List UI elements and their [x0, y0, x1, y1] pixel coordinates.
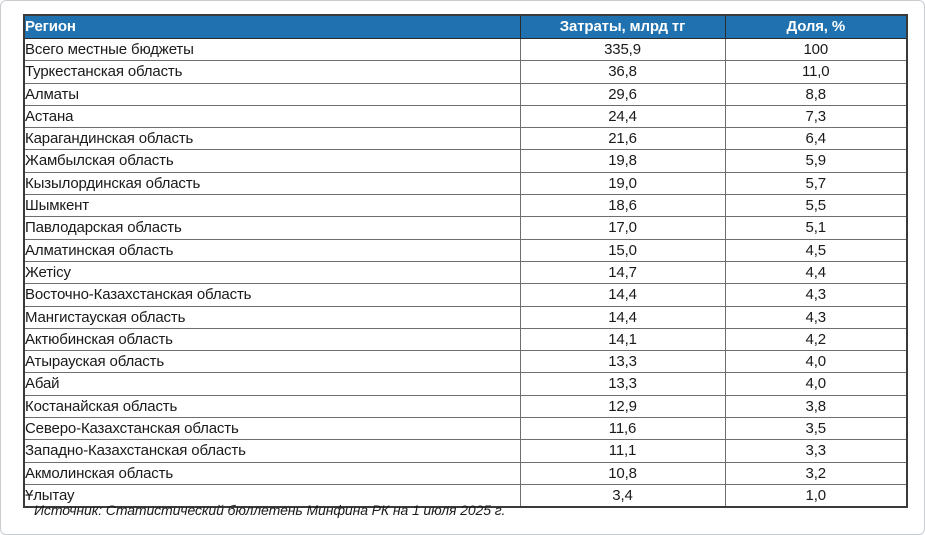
table-row: Алматы 29,6 8,8	[23, 82, 908, 106]
table-row: Туркестанская область 36,8 11,0	[23, 60, 908, 84]
table-row: Восточно-Казахстанская область 14,4 4,3	[23, 283, 908, 307]
region-cell: Ұлытау	[23, 483, 521, 508]
spend-cell: 12,9	[519, 394, 726, 419]
table-row: Шымкент 18,6 5,5	[23, 194, 908, 218]
spend-cell: 18,6	[519, 194, 726, 218]
spend-cell: 17,0	[519, 216, 726, 240]
region-cell: Алматинская область	[23, 238, 521, 262]
region-cell: Атырауская область	[23, 350, 521, 374]
spend-cell: 14,4	[519, 283, 726, 307]
column-header-spend: Затраты, млрд тг	[519, 14, 726, 39]
region-cell: Жетісу	[23, 260, 521, 285]
share-cell: 4,3	[724, 305, 908, 329]
share-cell: 3,5	[724, 417, 908, 441]
region-cell: Павлодарская область	[23, 216, 521, 240]
table-body: Всего местные бюджеты 335,9 100 Туркеста…	[23, 37, 908, 508]
table-row: Западно-Казахстанская область 11,1 3,3	[23, 439, 908, 463]
table-row: Кызылординская область 19,0 5,7	[23, 171, 908, 196]
share-cell: 4,4	[724, 260, 908, 285]
share-cell: 5,1	[724, 216, 908, 240]
share-cell: 4,0	[724, 372, 908, 396]
region-cell: Алматы	[23, 82, 521, 106]
share-cell: 4,0	[724, 350, 908, 374]
spend-cell: 13,3	[519, 350, 726, 374]
region-cell: Жамбылская область	[23, 149, 521, 173]
region-cell: Акмолинская область	[23, 461, 521, 485]
table-row: Мангистауская область 14,4 4,3	[23, 305, 908, 329]
spend-cell: 36,8	[519, 60, 726, 84]
budget-table: Регион Затраты, млрд тг Доля, % Всего ме…	[23, 14, 908, 509]
share-cell: 5,9	[724, 149, 908, 173]
region-cell: Северо-Казахстанская область	[23, 417, 521, 441]
column-header-region: Регион	[23, 14, 521, 39]
table-row: Всего местные бюджеты 335,9 100	[23, 37, 908, 62]
spend-cell: 13,3	[519, 372, 726, 396]
share-cell: 4,3	[724, 283, 908, 307]
table-row: Атырауская область 13,3 4,0	[23, 350, 908, 374]
table-row: Астана 24,4 7,3	[23, 104, 908, 129]
spend-cell: 21,6	[519, 127, 726, 151]
share-cell: 5,5	[724, 194, 908, 218]
header-row: Регион Затраты, млрд тг Доля, %	[23, 14, 908, 39]
share-cell: 11,0	[724, 60, 908, 84]
table-row: Северо-Казахстанская область 11,6 3,5	[23, 417, 908, 441]
table-header: Регион Затраты, млрд тг Доля, %	[23, 14, 908, 39]
share-cell: 3,8	[724, 394, 908, 419]
region-cell: Костанайская область	[23, 394, 521, 419]
table-row: Костанайская область 12,9 3,8	[23, 394, 908, 419]
spend-cell: 11,1	[519, 439, 726, 463]
spend-cell: 29,6	[519, 82, 726, 106]
share-cell: 8,8	[724, 82, 908, 106]
table-row: Жамбылская область 19,8 5,9	[23, 149, 908, 173]
share-cell: 6,4	[724, 127, 908, 151]
spend-cell: 19,0	[519, 171, 726, 196]
region-cell: Мангистауская область	[23, 305, 521, 329]
share-cell: 100	[724, 37, 908, 62]
region-cell: Карагандинская область	[23, 127, 521, 151]
region-cell: Западно-Казахстанская область	[23, 439, 521, 463]
region-cell: Астана	[23, 104, 521, 129]
spend-cell: 19,8	[519, 149, 726, 173]
share-cell: 3,2	[724, 461, 908, 485]
source-note: Источник: Статистический бюллетень Минфи…	[34, 502, 506, 518]
spend-cell: 335,9	[519, 37, 726, 62]
table-row: Карагандинская область 21,6 6,4	[23, 127, 908, 151]
region-cell: Кызылординская область	[23, 171, 521, 196]
region-cell: Актюбинская область	[23, 327, 521, 352]
spend-cell: 24,4	[519, 104, 726, 129]
spend-cell: 11,6	[519, 417, 726, 441]
share-cell: 5,7	[724, 171, 908, 196]
share-cell: 1,0	[724, 483, 908, 508]
table-row: Абай 13,3 4,0	[23, 372, 908, 396]
region-cell: Восточно-Казахстанская область	[23, 283, 521, 307]
spend-cell: 10,8	[519, 461, 726, 485]
region-cell: Абай	[23, 372, 521, 396]
spend-cell: 15,0	[519, 238, 726, 262]
spend-cell: 3,4	[519, 483, 726, 508]
column-header-share: Доля, %	[724, 14, 908, 39]
region-cell: Всего местные бюджеты	[23, 37, 521, 62]
table-row: Жетісу 14,7 4,4	[23, 260, 908, 285]
table-row: Павлодарская область 17,0 5,1	[23, 216, 908, 240]
table-row: Ұлытау 3,4 1,0	[23, 483, 908, 508]
table-row: Актюбинская область 14,1 4,2	[23, 327, 908, 352]
region-cell: Туркестанская область	[23, 60, 521, 84]
table-row: Акмолинская область 10,8 3,2	[23, 461, 908, 485]
share-cell: 4,5	[724, 238, 908, 262]
table-row: Алматинская область 15,0 4,5	[23, 238, 908, 262]
share-cell: 4,2	[724, 327, 908, 352]
share-cell: 3,3	[724, 439, 908, 463]
spend-cell: 14,7	[519, 260, 726, 285]
share-cell: 7,3	[724, 104, 908, 129]
region-cell: Шымкент	[23, 194, 521, 218]
spend-cell: 14,4	[519, 305, 726, 329]
spend-cell: 14,1	[519, 327, 726, 352]
